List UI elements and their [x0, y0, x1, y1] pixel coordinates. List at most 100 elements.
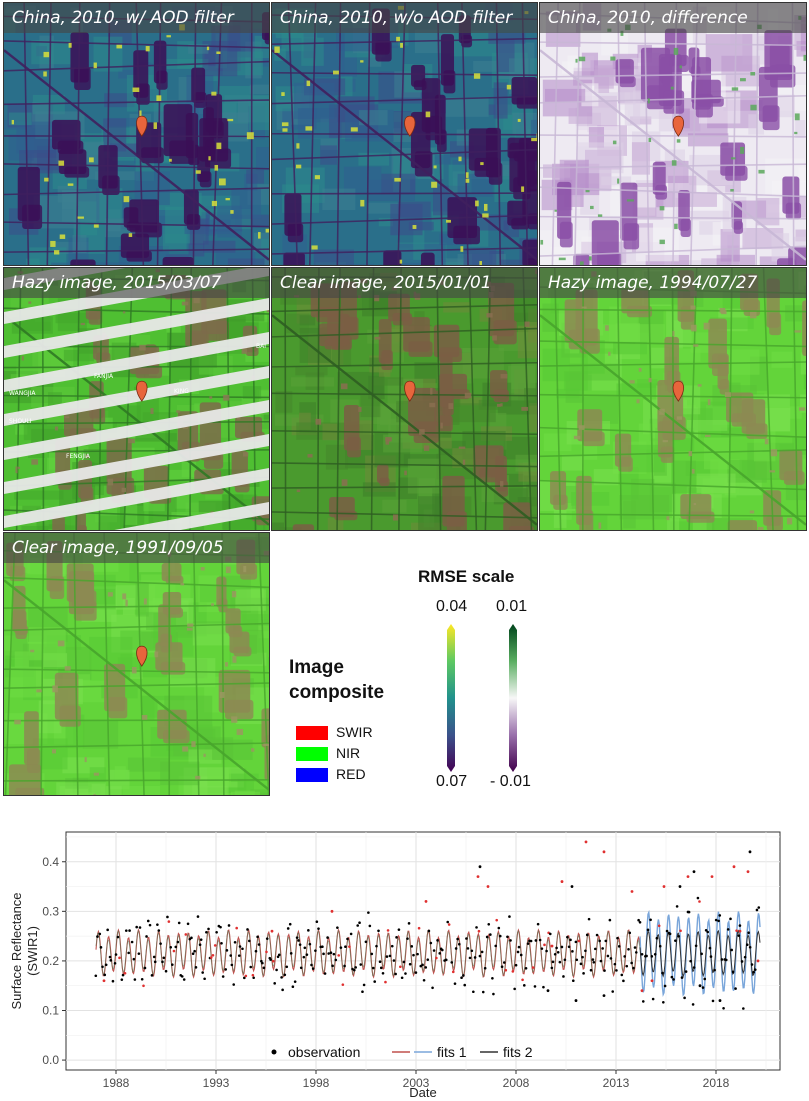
observation-point	[307, 929, 310, 932]
observation-point	[169, 946, 173, 949]
observation-point	[375, 944, 378, 948]
observation-point	[246, 928, 249, 931]
observation-point	[211, 953, 215, 957]
observation-point	[262, 966, 266, 970]
legend-observation-marker	[271, 1049, 277, 1055]
observation-point	[103, 973, 107, 977]
observation-point	[94, 974, 98, 978]
observation-point	[730, 948, 733, 952]
observation-point	[630, 890, 634, 893]
observation-point	[714, 918, 718, 922]
observation-point	[662, 885, 666, 888]
observation-point	[720, 958, 724, 961]
observation-point	[145, 935, 148, 938]
observation-point	[281, 988, 284, 992]
observation-point	[692, 966, 696, 969]
observation-point	[560, 880, 564, 883]
observation-point	[153, 960, 157, 964]
observation-point	[416, 952, 419, 956]
observation-point	[522, 984, 526, 987]
observation-point	[364, 940, 368, 944]
observation-point	[706, 930, 710, 934]
observation-point	[361, 990, 364, 994]
observation-point	[164, 969, 168, 973]
observation-point	[704, 928, 708, 932]
observation-point	[604, 939, 608, 943]
observation-point	[625, 964, 629, 968]
panel-title: Hazy image, 2015/03/07	[4, 268, 269, 298]
observation-point	[329, 951, 333, 955]
observation-point	[150, 974, 154, 977]
observation-point	[280, 976, 283, 979]
x-axis-label: Date	[409, 1085, 436, 1100]
observation-point	[392, 959, 396, 962]
swatch-swir	[296, 726, 328, 740]
observation-point	[286, 927, 290, 930]
observation-point	[477, 929, 481, 933]
observation-point	[407, 922, 411, 925]
observation-point	[551, 960, 555, 964]
observation-point	[96, 935, 99, 938]
panel-title: China, 2010, difference	[540, 3, 806, 33]
observation-point	[534, 939, 538, 942]
observation-point	[446, 920, 450, 924]
observation-point	[377, 929, 380, 933]
observation-point	[550, 944, 554, 948]
observation-point	[746, 870, 750, 874]
observation-point	[394, 972, 397, 976]
observation-point	[161, 960, 164, 964]
observation-point	[424, 966, 428, 969]
observation-point	[196, 915, 200, 918]
observation-point	[613, 962, 617, 966]
x-tick-label: 2008	[503, 1076, 530, 1090]
observation-point	[180, 975, 184, 978]
observation-point	[729, 917, 732, 921]
observation-point	[408, 962, 412, 966]
observation-point	[349, 932, 353, 936]
fits2-line-early	[95, 929, 641, 978]
observation-point	[481, 990, 485, 994]
label-nir: NIR	[336, 745, 361, 761]
observation-point	[750, 963, 754, 966]
observation-point	[322, 952, 325, 956]
observation-point	[289, 952, 293, 955]
observation-point	[378, 960, 382, 964]
observation-point	[167, 920, 171, 923]
observation-point	[203, 977, 206, 981]
observation-point	[566, 935, 569, 939]
observation-point	[400, 976, 404, 980]
observation-point	[748, 946, 752, 949]
observation-point	[533, 985, 537, 988]
observation-point	[623, 955, 626, 958]
observation-point	[609, 957, 613, 960]
observation-point	[302, 955, 306, 959]
map-place-label: SHOULI	[9, 418, 32, 425]
diverging-bottom-value: - 0.01	[490, 773, 531, 790]
observation-point	[410, 945, 414, 948]
observation-point	[275, 968, 278, 972]
observation-point	[209, 956, 213, 959]
observation-point	[473, 956, 477, 959]
observation-point	[385, 955, 389, 958]
panel-hazy-2015: BAI FANJIA KING WANGJIA SHOULI FENGJIA Hazy i…	[3, 267, 270, 531]
observation-point	[495, 918, 499, 922]
y-tick-label: 0.1	[42, 1004, 59, 1018]
observation-point	[531, 966, 535, 969]
observation-point	[617, 945, 621, 948]
panel-title: Hazy image, 1994/07/27	[540, 268, 806, 298]
observation-point	[152, 955, 156, 959]
observation-point	[745, 943, 749, 947]
observation-point	[616, 936, 619, 940]
label-swir: SWIR	[336, 724, 373, 740]
observation-point	[575, 958, 579, 962]
observation-point	[121, 973, 125, 977]
observation-point	[106, 928, 109, 932]
observation-point	[303, 946, 307, 950]
observation-point	[700, 952, 703, 956]
observation-point	[321, 945, 324, 949]
observation-point	[465, 937, 468, 940]
observation-point	[215, 930, 218, 934]
panel-clear-2015: Clear image, 2015/01/01	[271, 267, 538, 531]
observation-point	[295, 936, 299, 939]
observation-point	[373, 980, 377, 983]
